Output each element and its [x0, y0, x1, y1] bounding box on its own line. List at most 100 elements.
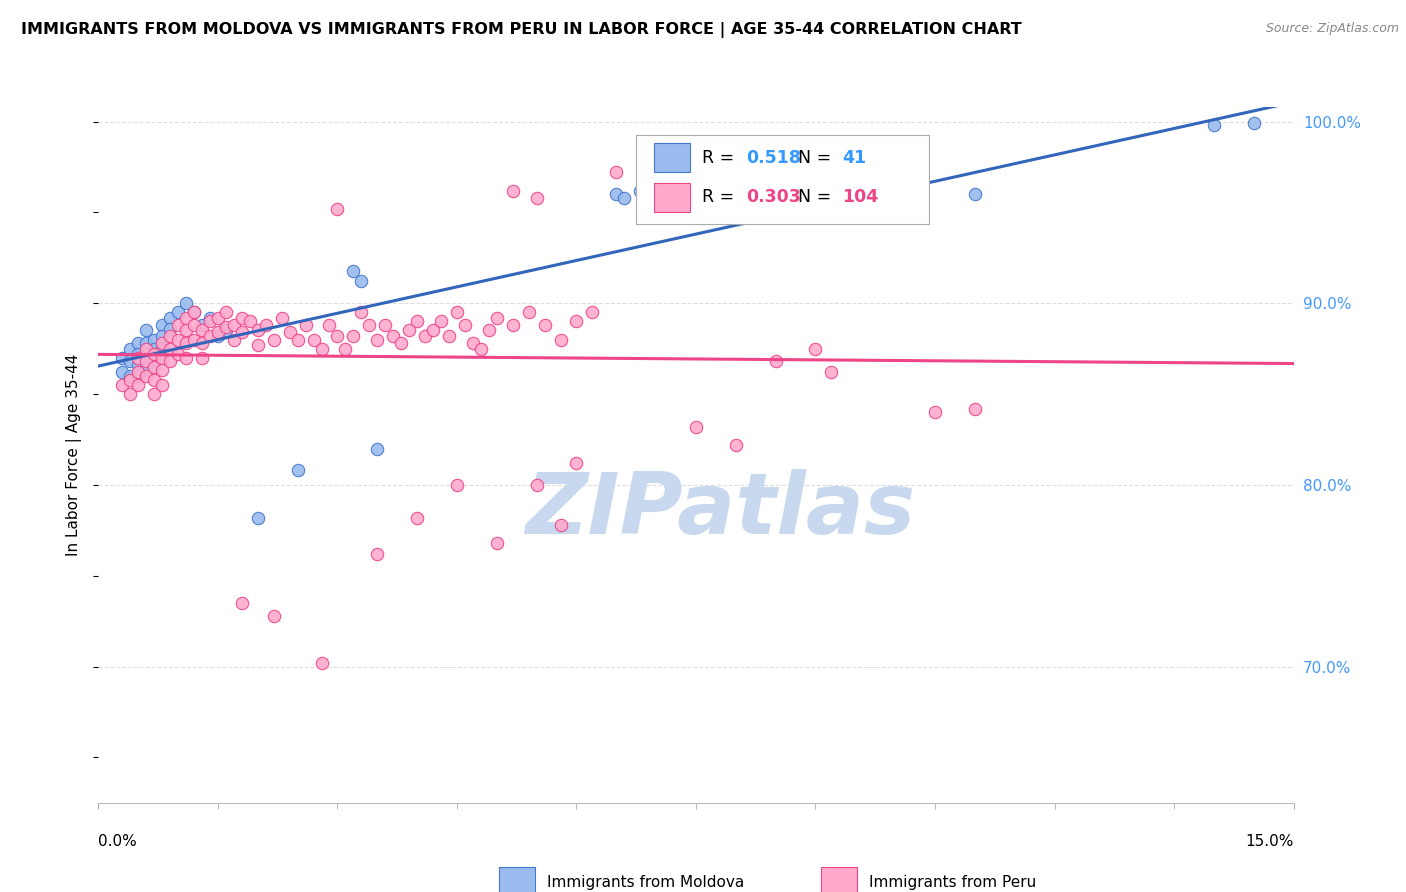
Point: [359, 318, 381, 332]
Point: [278, 326, 301, 340]
Point: [820, 365, 842, 379]
Point: [150, 378, 173, 392]
Point: [143, 354, 166, 368]
Bar: [654, 144, 690, 172]
Point: [222, 318, 245, 332]
Point: [581, 305, 603, 319]
Point: [565, 456, 588, 470]
Point: [127, 378, 149, 392]
Point: [724, 438, 747, 452]
Point: [246, 510, 269, 524]
Point: [111, 365, 134, 379]
Point: [127, 347, 149, 361]
Point: [342, 329, 364, 343]
Point: [135, 323, 157, 337]
Point: [565, 314, 588, 328]
Point: [446, 305, 468, 319]
Point: [765, 354, 787, 368]
Point: [135, 354, 157, 368]
Point: [150, 351, 173, 365]
Point: [366, 442, 388, 456]
Point: [263, 333, 285, 347]
Point: [198, 310, 221, 325]
Text: R =: R =: [702, 188, 740, 206]
Point: [183, 318, 205, 332]
Point: [605, 187, 627, 202]
Point: [478, 323, 501, 337]
Point: [174, 296, 197, 310]
Point: [143, 372, 166, 386]
Point: [605, 165, 627, 179]
Point: [111, 351, 134, 365]
Point: [326, 329, 349, 343]
Point: [174, 351, 197, 365]
Point: [302, 333, 325, 347]
Point: [246, 323, 269, 337]
Point: [454, 318, 477, 332]
Bar: [821, 867, 858, 892]
Point: [207, 329, 229, 343]
Text: 41: 41: [842, 149, 866, 167]
Text: N =: N =: [797, 188, 831, 206]
Point: [120, 372, 142, 386]
Point: [526, 191, 548, 205]
Point: [198, 314, 221, 328]
Point: [127, 368, 149, 383]
Text: ZIPatlas: ZIPatlas: [524, 469, 915, 552]
Point: [191, 323, 214, 337]
Point: [502, 184, 524, 198]
Point: [685, 419, 707, 434]
Text: N =: N =: [797, 149, 831, 167]
Point: [167, 305, 190, 319]
Point: [231, 596, 253, 610]
Point: [215, 323, 238, 337]
Point: [533, 318, 555, 332]
Text: 15.0%: 15.0%: [1246, 834, 1294, 849]
Point: [366, 333, 388, 347]
Point: [502, 318, 524, 332]
Point: [222, 333, 245, 347]
Point: [174, 336, 197, 351]
Point: [159, 354, 181, 368]
Point: [254, 318, 277, 332]
Point: [167, 333, 190, 347]
Point: [406, 510, 429, 524]
Point: [550, 333, 572, 347]
Point: [127, 351, 149, 365]
Point: [215, 305, 238, 319]
Point: [446, 478, 468, 492]
Point: [326, 202, 349, 216]
Point: [413, 329, 436, 343]
Bar: [654, 183, 690, 212]
Text: 104: 104: [842, 188, 877, 206]
Point: [461, 336, 484, 351]
Point: [135, 342, 157, 356]
Point: [111, 378, 134, 392]
Point: [287, 463, 309, 477]
Point: [127, 358, 149, 372]
Point: [628, 184, 651, 198]
Point: [159, 342, 181, 356]
Point: [422, 323, 444, 337]
Point: [963, 187, 986, 202]
Point: [239, 314, 262, 328]
Point: [231, 326, 253, 340]
Point: [430, 314, 453, 328]
Point: [350, 305, 373, 319]
Text: 0.0%: 0.0%: [98, 834, 138, 849]
Text: 0.303: 0.303: [747, 188, 801, 206]
Point: [143, 333, 166, 347]
Point: [143, 347, 166, 361]
Point: [924, 405, 946, 419]
Text: 0.518: 0.518: [747, 149, 801, 167]
Point: [350, 275, 373, 289]
Point: [183, 333, 205, 347]
Text: IMMIGRANTS FROM MOLDOVA VS IMMIGRANTS FROM PERU IN LABOR FORCE | AGE 35-44 CORRE: IMMIGRANTS FROM MOLDOVA VS IMMIGRANTS FR…: [21, 22, 1022, 38]
Bar: [499, 867, 534, 892]
Point: [263, 608, 285, 623]
Point: [150, 329, 173, 343]
Point: [127, 336, 149, 351]
Text: R =: R =: [702, 149, 740, 167]
Point: [191, 351, 214, 365]
Point: [485, 310, 508, 325]
